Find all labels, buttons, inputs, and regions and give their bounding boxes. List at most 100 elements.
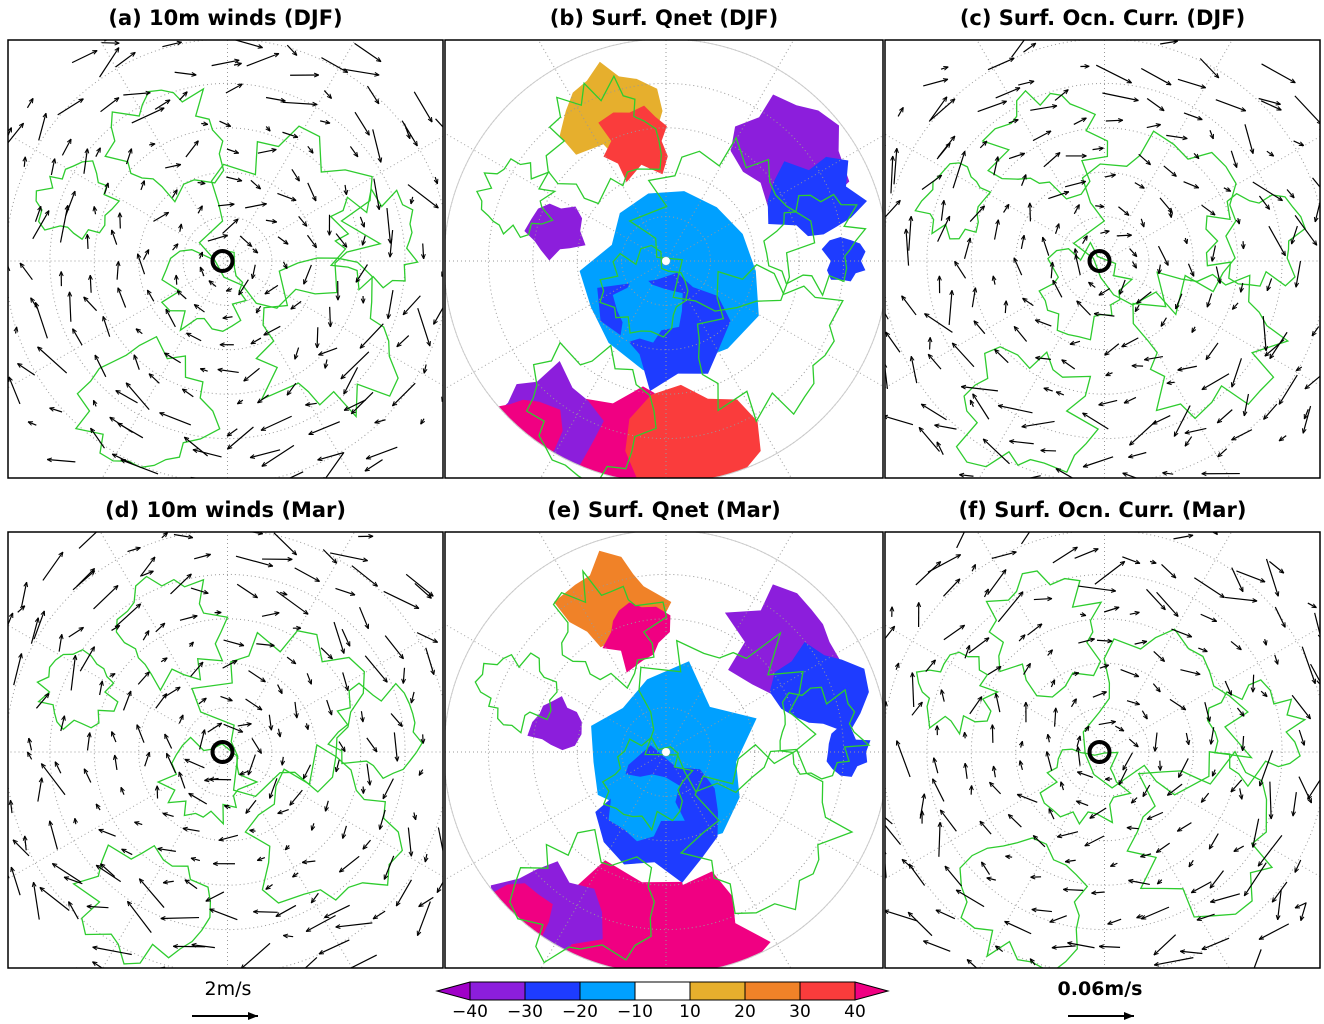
vector xyxy=(98,829,116,837)
vector xyxy=(83,296,98,312)
vector-head xyxy=(397,721,403,728)
vector xyxy=(418,896,434,908)
vector xyxy=(165,163,182,169)
vector-head xyxy=(854,318,859,323)
vector xyxy=(39,886,70,911)
vector-head xyxy=(1202,647,1208,653)
vector xyxy=(1126,700,1140,706)
vector-head xyxy=(955,554,962,559)
vector-head xyxy=(402,309,408,316)
vector xyxy=(422,243,425,259)
vector xyxy=(338,855,360,873)
vector xyxy=(403,123,411,139)
vector xyxy=(239,770,248,776)
vector-head xyxy=(1046,733,1051,740)
vector xyxy=(1093,1004,1118,1008)
vector xyxy=(138,878,165,908)
vector xyxy=(360,711,364,723)
vector-head xyxy=(1295,366,1302,372)
vector xyxy=(272,998,283,1006)
vector-head xyxy=(1141,639,1148,645)
vector-head xyxy=(1281,622,1286,628)
vector-head xyxy=(1189,271,1195,277)
vector xyxy=(964,645,971,659)
vector-head xyxy=(1041,236,1047,243)
vector xyxy=(396,335,410,348)
vector-head xyxy=(1177,366,1183,372)
vector xyxy=(246,52,280,67)
vector-head xyxy=(401,678,406,684)
vector xyxy=(76,568,96,587)
vector-head xyxy=(350,409,357,415)
vector-head xyxy=(95,864,102,870)
vector xyxy=(164,352,181,364)
vector-head xyxy=(991,765,997,772)
vector-head xyxy=(418,902,424,908)
vector-head xyxy=(1257,861,1263,867)
vector-head xyxy=(1291,811,1296,817)
vector-head xyxy=(1055,152,1061,158)
vector-head xyxy=(1030,42,1037,48)
coastline xyxy=(160,249,248,332)
vector xyxy=(135,328,143,335)
vector xyxy=(1258,923,1290,940)
vector xyxy=(395,879,412,907)
vector xyxy=(290,300,302,310)
vector-head xyxy=(205,897,211,902)
vector-head xyxy=(144,630,150,636)
vector-head xyxy=(1176,826,1183,832)
vector-head xyxy=(972,287,978,293)
vector-head xyxy=(92,399,98,406)
vector xyxy=(1294,902,1307,909)
vector-head xyxy=(1040,448,1046,453)
vector-head xyxy=(963,762,969,769)
coastline xyxy=(509,828,655,964)
vector xyxy=(17,605,26,613)
vector xyxy=(890,155,894,194)
vector xyxy=(994,348,1009,364)
vector-head xyxy=(61,715,66,721)
vector xyxy=(1205,342,1219,361)
vector xyxy=(86,905,109,909)
vector-head xyxy=(955,889,962,895)
vector-head xyxy=(1118,522,1123,526)
vector-head xyxy=(241,30,246,34)
vector xyxy=(989,781,1002,795)
vector xyxy=(943,578,961,597)
vector xyxy=(1098,399,1118,406)
vector-head xyxy=(968,785,974,791)
vector-head xyxy=(362,557,368,563)
vector xyxy=(436,880,443,893)
vector-head xyxy=(310,825,316,831)
vector xyxy=(47,458,76,463)
vector-head xyxy=(854,795,858,800)
vector-head xyxy=(135,603,142,609)
vector-head xyxy=(237,83,243,89)
vector-head xyxy=(1136,298,1142,304)
vector xyxy=(921,174,943,190)
vector-head xyxy=(204,777,210,783)
vector-head xyxy=(1311,678,1317,685)
vector-head xyxy=(1091,890,1097,896)
vector-head xyxy=(179,714,184,720)
vector xyxy=(1054,89,1069,101)
vector-head xyxy=(1231,435,1237,441)
vector-head xyxy=(1159,656,1166,663)
latitude-circle xyxy=(49,573,406,931)
vector xyxy=(927,353,942,370)
vector xyxy=(243,367,260,382)
vector xyxy=(1201,204,1216,216)
vector-head xyxy=(428,591,434,597)
flux-region xyxy=(608,773,685,842)
vector-head xyxy=(112,754,118,760)
vector-head xyxy=(314,995,319,999)
vector xyxy=(1123,396,1137,404)
vector-head xyxy=(192,448,198,454)
vector xyxy=(1307,602,1317,609)
vector xyxy=(1303,409,1309,420)
vector-head xyxy=(869,804,874,808)
vector-head xyxy=(163,352,170,358)
vector-head xyxy=(1240,244,1246,250)
vector xyxy=(920,403,947,421)
